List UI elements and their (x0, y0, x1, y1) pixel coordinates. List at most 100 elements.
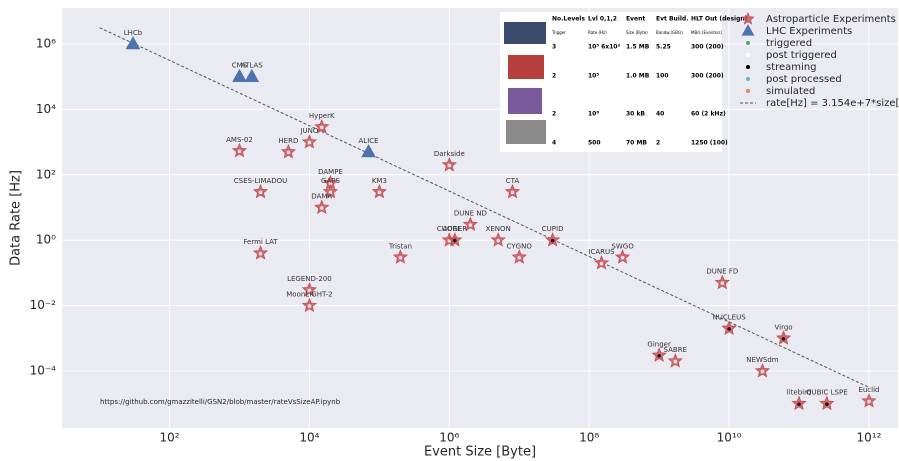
inset-cell: 10⁵ (588, 73, 599, 80)
y-tick-label: 10⁻⁴ (30, 363, 57, 377)
status-dot (308, 141, 312, 145)
detector-image (504, 22, 546, 44)
status-dot (287, 151, 291, 155)
point-label: DUNE FD (706, 268, 738, 276)
inset-cell: 1250 (100) (691, 140, 728, 147)
point-label: HERD (278, 137, 298, 145)
annotation: https://github.com/gmazzitelli/GSN2/blob… (100, 398, 341, 406)
y-tick-label: 10² (36, 167, 56, 181)
legend-dot (746, 53, 750, 57)
point-label: NEWSdm (746, 356, 778, 364)
status-dot (600, 262, 604, 266)
inset-cell: 2 (552, 73, 556, 80)
status-dot (453, 239, 457, 243)
status-dot (378, 191, 382, 195)
point-label: LEGEND-200 (287, 275, 332, 283)
point-label: CSES-LIMADOU (234, 177, 288, 185)
x-tick-label: 10¹² (857, 431, 882, 445)
point-label: CTA (506, 177, 520, 185)
inset-subheader: Bandw.(GB/s) (656, 30, 683, 35)
legend-label: triggered (766, 38, 812, 49)
point-label: Tristan (388, 242, 412, 250)
point-label: DAMPE (318, 168, 343, 176)
inset-subheader: Size (Byte) (626, 30, 648, 35)
inset-cell: 30 kB (626, 111, 645, 118)
inset-cell: 4 (552, 140, 556, 147)
point-label: GAPS (321, 177, 340, 185)
inset-cell: 70 MB (626, 140, 647, 147)
inset-header: Event (626, 16, 645, 23)
status-dot (517, 256, 521, 260)
status-dot (238, 150, 242, 154)
status-dot (657, 354, 661, 358)
point-label: KM3 (372, 177, 387, 185)
point-label: Euclid (858, 386, 879, 394)
status-dot (259, 191, 263, 195)
legend-label: LHC Experiments (766, 26, 852, 37)
inset-header: HLT Out (design) (691, 16, 748, 23)
legend-dot (746, 77, 750, 81)
inset-header: Lvl 0,1,2 (588, 16, 617, 23)
status-dot (511, 191, 515, 195)
status-dot (673, 360, 677, 364)
status-dot (320, 126, 324, 130)
point-label: CYGNO (507, 242, 533, 250)
legend-label: post triggered (766, 50, 837, 61)
y-axis-label: Data Rate [Hz] (9, 170, 24, 266)
inset-cell: 2 (656, 140, 660, 147)
status-dot (259, 252, 263, 256)
x-tick-label: 10⁶ (439, 431, 459, 445)
inset-cell: 300 (200) (691, 44, 724, 51)
inset-cell: 3 (552, 44, 556, 51)
point-label: JUNO (299, 127, 318, 135)
inset-cell: 40 (656, 111, 664, 118)
inset-cell: 1.5 MB (626, 44, 650, 51)
x-tick-label: 10⁴ (299, 431, 319, 445)
point-label: Fermi LAT (243, 238, 278, 246)
inset-cell: 2 (552, 111, 556, 118)
point-label: LHCb (124, 29, 143, 37)
legend-dot (746, 89, 750, 93)
x-axis-label: Event Size [Byte] (424, 445, 536, 460)
status-dot (469, 223, 473, 227)
point-label: ALICE (359, 137, 379, 145)
point-label: SWGO (611, 242, 634, 250)
point-label: SABRE (664, 346, 687, 354)
inset-subheader: Rate (Hz) (588, 30, 607, 35)
inset-cell: 60 (2 kHz) (691, 111, 726, 118)
inset-cell: 5.25 (656, 44, 671, 51)
point-label: DAMA (311, 192, 332, 200)
point-label: AMS-02 (226, 136, 253, 144)
inset-cell: 1.0 MB (626, 73, 650, 80)
inset-cell: 10⁶ (588, 111, 599, 118)
inset-header: Evt Build. (656, 16, 689, 23)
inset-cell: 500 (588, 140, 601, 147)
legend-label: streaming (766, 62, 817, 73)
y-tick-label: 10⁰ (36, 233, 56, 247)
y-tick-label: 10⁻² (30, 298, 57, 312)
inset-cell: 100 (656, 73, 669, 80)
status-dot (727, 327, 731, 331)
status-dot (721, 281, 725, 285)
inset-cell: 300 (200) (691, 73, 724, 80)
status-dot (448, 164, 452, 168)
status-dot (782, 337, 786, 341)
status-dot (761, 370, 765, 374)
y-tick-label: 10⁴ (36, 102, 56, 116)
x-tick-label: 10² (159, 431, 179, 445)
point-label: NUCLEUS (713, 313, 747, 321)
point-label: XENON (486, 225, 511, 233)
legend-label: post processed (766, 74, 842, 85)
inset-cell: 10⁵ 6x10³ (588, 44, 620, 51)
point-label: HyperK (309, 112, 335, 120)
x-tick-label: 10¹⁰ (717, 431, 742, 445)
status-dot (308, 304, 312, 308)
legend-label: simulated (766, 86, 815, 97)
legend-dot (746, 65, 750, 69)
x-tick-label: 10⁸ (579, 431, 599, 445)
status-dot (551, 239, 555, 243)
y-tick-label: 10⁶ (36, 36, 56, 50)
point-label: Virgo (774, 323, 792, 331)
status-dot (320, 206, 324, 210)
